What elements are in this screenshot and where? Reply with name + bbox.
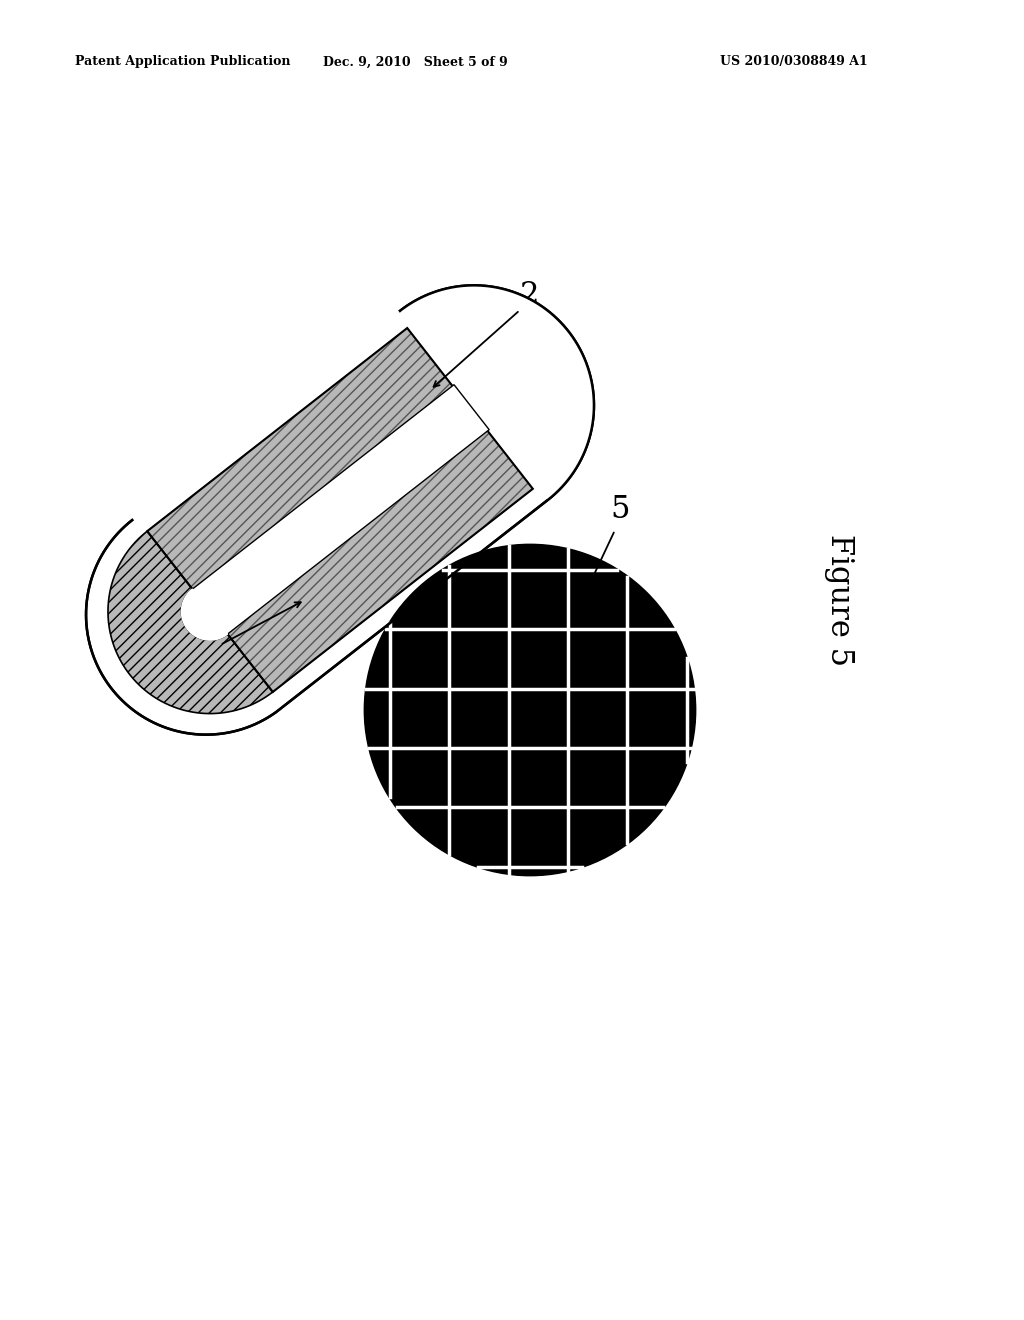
Polygon shape [108, 531, 272, 714]
Polygon shape [86, 285, 594, 735]
Polygon shape [190, 384, 489, 635]
Polygon shape [147, 329, 532, 692]
Text: 2: 2 [185, 644, 205, 676]
Text: US 2010/0308849 A1: US 2010/0308849 A1 [720, 55, 867, 69]
Polygon shape [181, 589, 227, 640]
Text: Dec. 9, 2010   Sheet 5 of 9: Dec. 9, 2010 Sheet 5 of 9 [323, 55, 507, 69]
Circle shape [365, 545, 695, 875]
Text: Patent Application Publication: Patent Application Publication [75, 55, 291, 69]
Text: Figure 5: Figure 5 [824, 533, 855, 667]
Text: 2: 2 [520, 280, 540, 310]
Polygon shape [400, 285, 594, 500]
Text: 5: 5 [610, 495, 630, 525]
